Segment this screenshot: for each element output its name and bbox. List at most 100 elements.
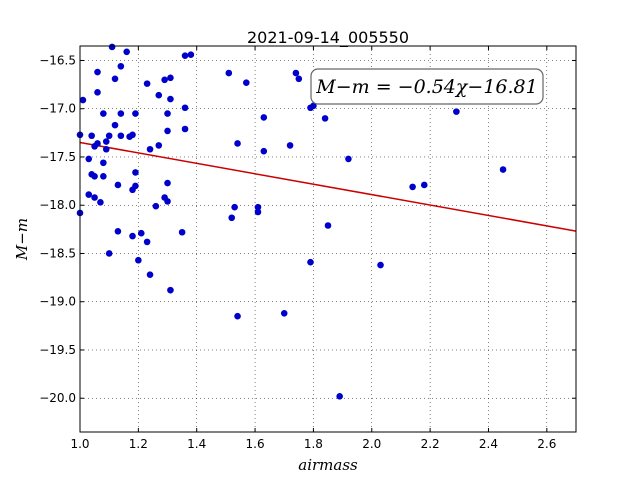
data-point <box>228 214 236 222</box>
data-point <box>234 140 241 147</box>
data-point <box>114 181 122 189</box>
data-point <box>164 127 171 135</box>
data-point <box>94 68 101 76</box>
data-point <box>114 227 122 235</box>
x-tick-label: 2.6 <box>537 437 556 451</box>
axis-ticks <box>79 46 576 432</box>
fit-annotation-text: M−m = −0.54χ−16.81 <box>315 76 537 98</box>
data-point <box>132 169 139 176</box>
data-point <box>234 312 241 320</box>
data-point <box>499 166 507 173</box>
data-point <box>254 203 262 211</box>
x-tick-label: 2.4 <box>479 437 498 451</box>
data-point <box>88 132 95 140</box>
data-point <box>310 102 317 110</box>
data-point <box>129 232 136 240</box>
data-point <box>292 69 300 77</box>
data-point <box>132 110 139 117</box>
data-point <box>108 43 116 51</box>
data-point <box>254 208 262 216</box>
data-point <box>345 155 352 163</box>
data-point <box>260 147 268 155</box>
data-point <box>453 108 460 115</box>
y-axis-label: M−m <box>13 218 31 261</box>
data-point <box>117 132 125 140</box>
data-point <box>161 76 168 84</box>
data-point <box>167 95 174 103</box>
data-point <box>280 310 288 317</box>
x-tick-label: 1.8 <box>304 437 323 451</box>
data-point <box>164 198 171 205</box>
data-point <box>167 286 174 294</box>
data-point <box>143 80 151 87</box>
x-tick-label: 1.6 <box>246 437 265 451</box>
data-point <box>100 110 107 117</box>
y-tick-labels: −16.5 −17.0 −17.5 −18.0 −18.5 −19.0 −19.5 −20.0 <box>39 53 76 405</box>
fit-annotation-box <box>310 68 544 105</box>
data-point <box>181 52 189 59</box>
data-point <box>155 142 163 149</box>
data-point <box>117 62 125 70</box>
data-point <box>85 155 93 163</box>
y-tick-label: −17.0 <box>39 102 76 116</box>
x-tick-label: 2.0 <box>362 437 381 451</box>
data-point <box>181 104 189 112</box>
plot-area <box>80 46 576 432</box>
x-tick-label: 2.2 <box>421 437 440 451</box>
data-point <box>102 145 110 153</box>
data-point <box>111 121 119 129</box>
data-point <box>307 258 314 266</box>
data-point <box>324 222 332 229</box>
data-point <box>295 75 303 83</box>
x-tick-label: 1.4 <box>187 437 206 451</box>
data-point <box>225 69 233 77</box>
data-point <box>85 191 93 198</box>
data-point <box>143 238 151 246</box>
data-point <box>100 172 107 180</box>
fit-annotation: M−m = −0.54χ−16.81 <box>310 68 544 105</box>
x-tick-label: 1.2 <box>129 437 148 451</box>
data-point <box>129 131 136 139</box>
plot-frame <box>79 45 577 433</box>
data-point <box>91 172 98 180</box>
data-point <box>178 228 186 236</box>
data-point <box>91 194 98 201</box>
data-point <box>111 75 119 83</box>
y-tick-label: −18.5 <box>39 246 76 260</box>
data-point <box>336 392 343 400</box>
data-point <box>187 51 195 58</box>
y-tick-label: −19.5 <box>39 343 76 357</box>
data-point <box>123 48 130 56</box>
fit-line-group <box>79 141 577 232</box>
data-point <box>146 271 154 279</box>
data-point <box>105 132 113 140</box>
x-tick-label: 1.0 <box>70 437 89 451</box>
data-point <box>97 199 104 206</box>
data-point <box>409 183 416 191</box>
data-point <box>164 110 171 117</box>
data-point <box>231 203 238 211</box>
fit-line <box>79 141 577 232</box>
data-point <box>286 142 294 149</box>
data-point <box>181 125 189 133</box>
data-point <box>164 179 171 187</box>
data-point <box>321 115 329 122</box>
data-point <box>117 110 125 117</box>
data-point <box>79 96 87 104</box>
y-tick-label: −19.0 <box>39 295 76 309</box>
data-point <box>94 89 101 96</box>
data-point <box>260 114 268 121</box>
data-point <box>100 159 107 167</box>
data-point <box>132 182 139 190</box>
data-point <box>420 181 428 189</box>
y-tick-label: −18.0 <box>39 198 76 212</box>
y-tick-label: −20.0 <box>39 391 76 405</box>
data-points <box>76 43 507 400</box>
data-point <box>377 261 384 269</box>
data-point <box>135 256 142 264</box>
chart-title: 2021-09-14_005550 <box>247 28 409 48</box>
x-tick-labels: 1.0 1.2 1.4 1.6 1.8 2.0 2.2 2.4 2.6 <box>70 437 556 451</box>
data-point <box>146 145 154 153</box>
data-point <box>243 79 250 86</box>
